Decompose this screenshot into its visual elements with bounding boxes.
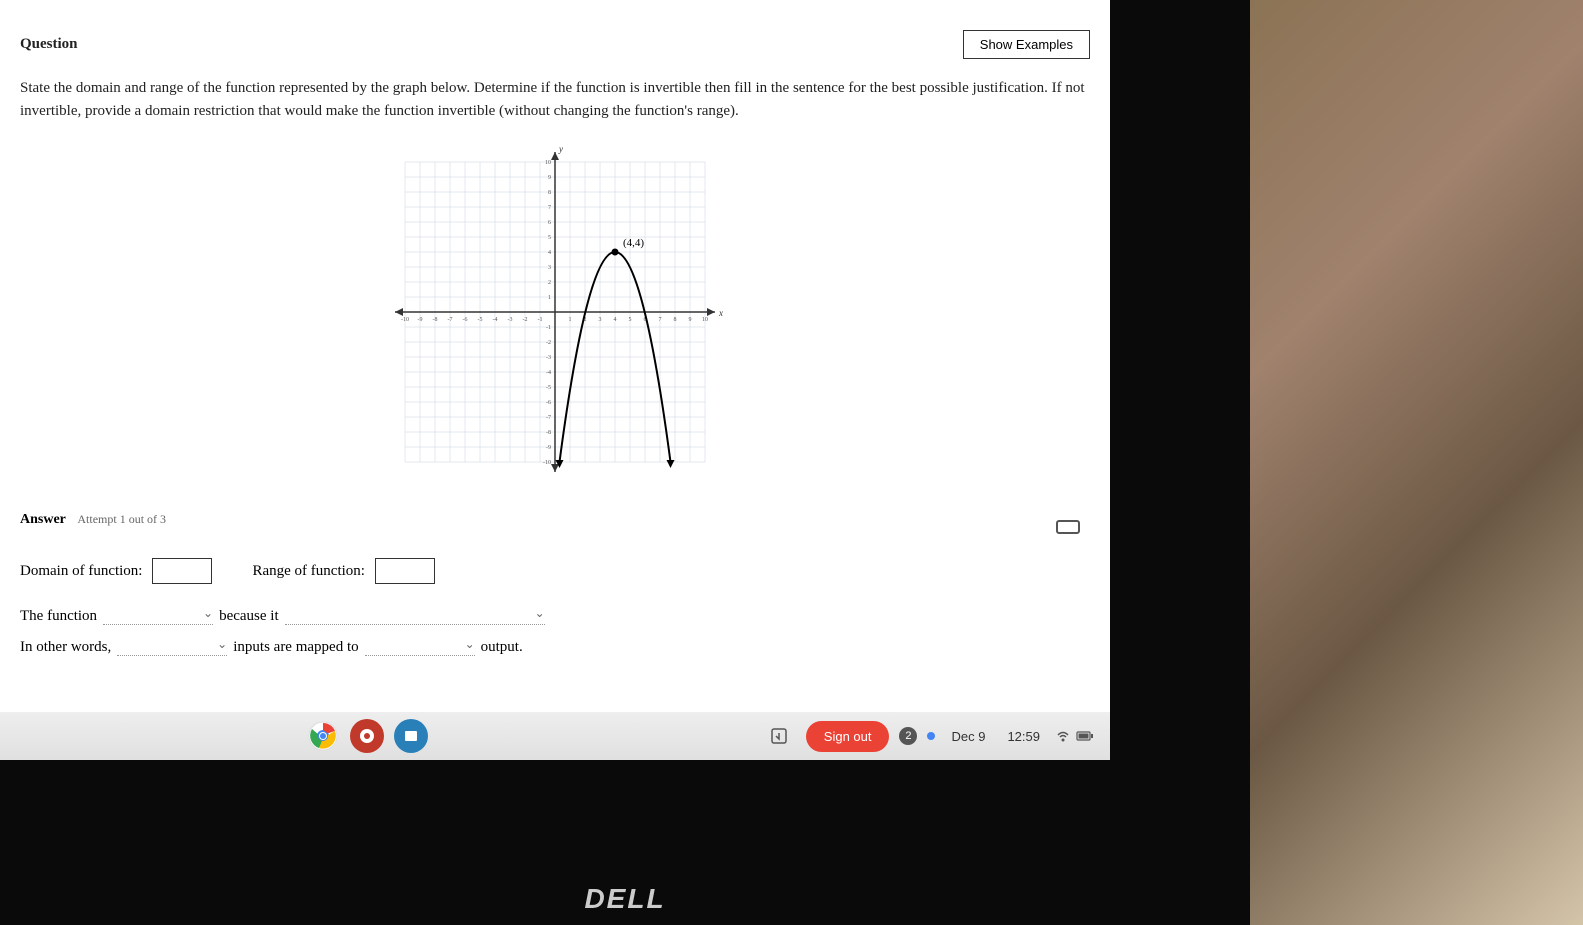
x-axis-label: x xyxy=(718,308,723,318)
date-text: Dec 9 xyxy=(951,729,985,744)
svg-text:10: 10 xyxy=(545,160,551,166)
svg-text:2: 2 xyxy=(548,280,551,286)
question-header: Question Show Examples xyxy=(20,30,1090,59)
sentence1-prefix: The function xyxy=(20,608,97,625)
justification-row-2: In other words, inputs are mapped to out… xyxy=(20,639,1090,656)
svg-text:-6: -6 xyxy=(463,317,468,323)
svg-text:-10: -10 xyxy=(543,460,551,466)
domain-input[interactable] xyxy=(152,558,212,584)
svg-text:8: 8 xyxy=(548,190,551,196)
outputs-dropdown[interactable] xyxy=(365,639,475,656)
svg-text:-1: -1 xyxy=(546,325,551,331)
svg-text:-9: -9 xyxy=(546,445,551,451)
inputs-dropdown[interactable] xyxy=(117,639,227,656)
svg-text:4: 4 xyxy=(614,317,617,323)
status-dot-icon xyxy=(927,732,935,740)
svg-text:-8: -8 xyxy=(433,317,438,323)
svg-text:10: 10 xyxy=(702,317,708,323)
y-axis-label: y xyxy=(558,144,563,154)
svg-text:5: 5 xyxy=(548,235,551,241)
sentence2-suffix: output. xyxy=(481,639,523,656)
svg-text:9: 9 xyxy=(689,317,692,323)
background-scene xyxy=(1250,0,1583,925)
svg-text:-8: -8 xyxy=(546,430,551,436)
domain-label: Domain of function: xyxy=(20,563,142,580)
invertible-dropdown[interactable] xyxy=(103,608,213,625)
answer-header: Answer Attempt 1 out of 3 xyxy=(20,512,1090,528)
attempt-counter: Attempt 1 out of 3 xyxy=(77,512,166,526)
answer-label: Answer xyxy=(20,512,66,527)
battery-icon xyxy=(1076,730,1094,742)
dell-logo: DELL xyxy=(584,883,665,915)
svg-text:3: 3 xyxy=(548,265,551,271)
signout-button[interactable]: Sign out xyxy=(806,721,890,752)
svg-text:3: 3 xyxy=(599,317,602,323)
time-text: 12:59 xyxy=(1007,729,1040,744)
chrome-icon[interactable] xyxy=(306,719,340,753)
tray-icon[interactable] xyxy=(762,719,796,753)
svg-text:-9: -9 xyxy=(418,317,423,323)
svg-text:8: 8 xyxy=(674,317,677,323)
function-graph: x y -10 -9 -8 -7 -6 -5 -4 -3 -2 -1 1 2 3 4 5 6 7 8 9 10 -10… xyxy=(385,142,725,482)
sentence2-mid: inputs are mapped to xyxy=(233,639,358,656)
monitor-bezel-bottom: DELL xyxy=(0,760,1250,925)
range-input[interactable] xyxy=(375,558,435,584)
taskbar: Sign out 2 Dec 9 12:59 xyxy=(0,712,1110,760)
svg-text:-5: -5 xyxy=(478,317,483,323)
svg-text:7: 7 xyxy=(548,205,551,211)
vertex-label: (4,4) xyxy=(623,237,644,249)
svg-text:7: 7 xyxy=(659,317,662,323)
app-window: Question Show Examples State the domain … xyxy=(0,0,1110,760)
sentence2-prefix: In other words, xyxy=(20,639,111,656)
svg-text:-4: -4 xyxy=(493,317,498,323)
svg-text:-1: -1 xyxy=(538,317,543,323)
show-examples-button[interactable]: Show Examples xyxy=(963,30,1090,59)
svg-text:-2: -2 xyxy=(523,317,528,323)
question-label: Question xyxy=(20,36,78,53)
svg-text:6: 6 xyxy=(548,220,551,226)
status-indicator-icon xyxy=(1056,520,1080,534)
justification-row-1: The function because it xyxy=(20,608,1090,625)
answer-section: Answer Attempt 1 out of 3 Domain of func… xyxy=(20,512,1090,656)
app-icon-2[interactable] xyxy=(350,719,384,753)
svg-text:1: 1 xyxy=(548,295,551,301)
svg-text:-7: -7 xyxy=(546,415,551,421)
app-icon-3[interactable] xyxy=(394,719,428,753)
svg-text:9: 9 xyxy=(548,175,551,181)
svg-text:-6: -6 xyxy=(546,400,551,406)
svg-text:1: 1 xyxy=(569,317,572,323)
domain-range-row: Domain of function: Range of function: xyxy=(20,558,1090,584)
svg-text:-4: -4 xyxy=(546,370,551,376)
notification-badge[interactable]: 2 xyxy=(899,727,917,745)
wifi-icon xyxy=(1056,729,1070,743)
svg-text:-7: -7 xyxy=(448,317,453,323)
svg-text:4: 4 xyxy=(548,250,551,256)
svg-text:-3: -3 xyxy=(508,317,513,323)
status-icons[interactable] xyxy=(1056,729,1094,743)
question-prompt: State the domain and range of the functi… xyxy=(20,77,1090,122)
range-label: Range of function: xyxy=(252,563,364,580)
graph-container: x y -10 -9 -8 -7 -6 -5 -4 -3 -2 -1 1 2 3 4 5 6 7 8 9 10 -10… xyxy=(20,142,1090,482)
sentence1-mid: because it xyxy=(219,608,279,625)
svg-text:-10: -10 xyxy=(401,317,409,323)
reason-dropdown[interactable] xyxy=(285,608,545,625)
svg-text:-2: -2 xyxy=(546,340,551,346)
svg-text:-5: -5 xyxy=(546,385,551,391)
svg-text:5: 5 xyxy=(629,317,632,323)
svg-text:-3: -3 xyxy=(546,355,551,361)
